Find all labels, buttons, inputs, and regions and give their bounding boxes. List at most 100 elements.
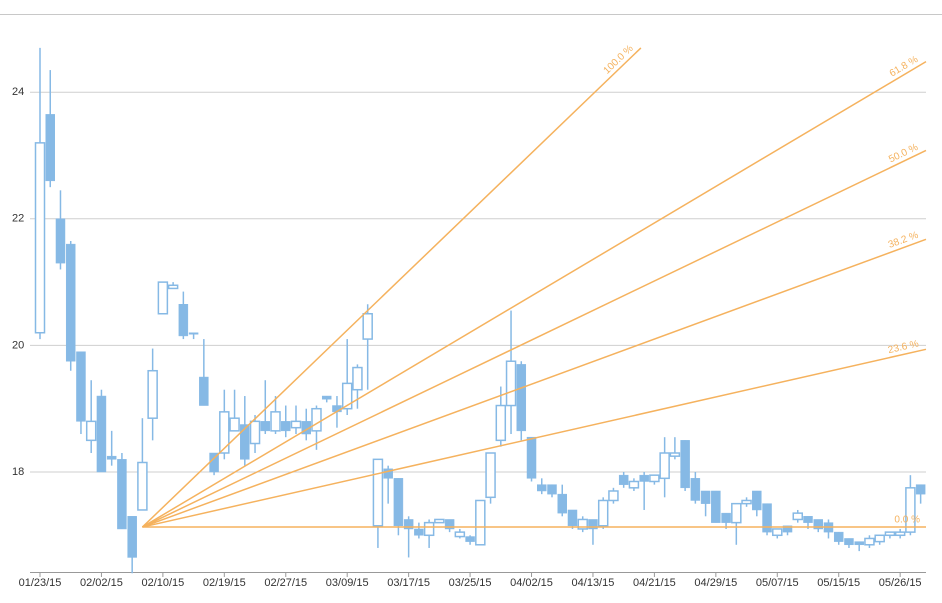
candle-body	[475, 499, 486, 546]
candle	[167, 282, 179, 290]
candle	[884, 531, 896, 539]
candle	[311, 405, 322, 450]
candle-body	[311, 407, 322, 432]
candle-body	[792, 512, 804, 521]
fan-line	[142, 60, 927, 528]
candle	[96, 389, 107, 473]
candle	[76, 351, 86, 435]
x-tick-label: 03/09/15	[326, 577, 369, 589]
candle-body	[854, 541, 864, 546]
candle	[117, 453, 127, 530]
candle-body	[290, 420, 302, 429]
candle	[403, 516, 414, 558]
candle	[772, 528, 783, 539]
candle	[700, 490, 711, 517]
candle	[85, 380, 97, 454]
candle-body	[659, 452, 670, 480]
x-tick-label: 01/23/15	[19, 577, 62, 589]
candle	[260, 380, 271, 435]
candle-body	[547, 484, 557, 495]
candle	[362, 304, 373, 390]
candle	[608, 487, 619, 504]
candle	[475, 499, 486, 546]
candle-body	[249, 420, 261, 445]
candle	[628, 478, 640, 491]
candle	[680, 440, 690, 491]
x-tick-label: 05/26/15	[879, 577, 922, 589]
candle	[485, 452, 496, 504]
candle	[854, 541, 864, 552]
candle-body	[505, 360, 517, 407]
candle	[34, 47, 46, 340]
candle	[393, 478, 404, 536]
fan-label: 100.0 %	[602, 43, 636, 76]
candle-body	[557, 493, 567, 514]
candle-body	[137, 461, 148, 511]
candle-body	[884, 531, 896, 537]
candle-body	[741, 499, 752, 505]
candle-body	[34, 142, 46, 334]
candle	[690, 471, 701, 504]
candle-body	[465, 536, 475, 542]
candle	[290, 405, 302, 435]
candle-body	[844, 538, 854, 546]
fan-label: 61.8 %	[888, 54, 920, 79]
candle-body	[915, 484, 926, 495]
candle	[844, 538, 854, 548]
candle-body	[618, 474, 629, 485]
candle	[270, 396, 281, 435]
candle	[209, 452, 219, 476]
fan-line	[141, 47, 642, 528]
candle	[577, 516, 588, 533]
candle-body	[270, 411, 281, 432]
candle	[526, 436, 537, 482]
candle-body	[639, 474, 649, 482]
candle	[505, 310, 517, 435]
candle	[547, 484, 557, 498]
candle-body	[157, 281, 169, 315]
candle-body	[127, 516, 137, 558]
candle	[444, 519, 455, 533]
candle-body	[782, 525, 793, 533]
candle-body	[690, 478, 701, 501]
candle-body	[414, 528, 424, 536]
candle-body	[281, 421, 291, 432]
candle	[915, 484, 926, 504]
candle-body	[526, 436, 537, 479]
candle	[659, 437, 670, 498]
candle	[639, 471, 649, 510]
x-tick-label: 03/17/15	[387, 577, 430, 589]
candle-body	[188, 332, 199, 335]
candle-body	[352, 366, 363, 391]
candle-body	[680, 440, 690, 489]
candle-body	[567, 509, 578, 527]
x-tick-label: 02/10/15	[141, 577, 184, 589]
candle-body	[362, 313, 373, 340]
candle-body	[65, 243, 76, 362]
candle	[157, 281, 169, 315]
x-tick-label: 04/21/15	[633, 577, 676, 589]
candle-body	[894, 531, 906, 537]
candle-body	[813, 519, 823, 530]
candle	[792, 509, 804, 523]
candle	[465, 535, 475, 545]
candle-body	[516, 364, 527, 432]
candle-body	[731, 502, 742, 524]
candle-body	[444, 519, 455, 530]
candle	[188, 332, 199, 340]
candle-body	[434, 518, 445, 524]
candle	[147, 348, 158, 441]
candle	[741, 497, 752, 507]
candle-body	[772, 528, 783, 537]
candle-body	[628, 480, 640, 489]
candle-body	[229, 417, 240, 432]
candle-body	[167, 284, 179, 290]
candle-body	[403, 519, 414, 530]
candle	[341, 339, 353, 416]
candle	[516, 361, 527, 441]
candle-body	[588, 519, 598, 530]
candle-body	[260, 421, 271, 432]
candle	[813, 519, 823, 533]
candle-body	[905, 487, 916, 533]
